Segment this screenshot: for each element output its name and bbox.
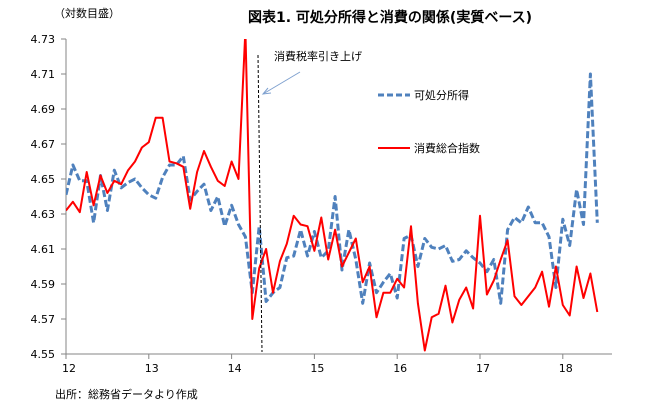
series-line-consumption [66,39,599,352]
x-tick-label: 17 [476,362,490,375]
x-tick-label: 14 [228,362,242,375]
x-tick-label: 16 [393,362,407,375]
y-tick-label: 4.63 [31,208,56,221]
y-tick-label: 4.65 [31,173,56,186]
y-axis-unit-label: （対数目盛） [54,6,120,20]
chart-title: 図表1. 可処分所得と消費の関係(実質ベース) [248,9,532,26]
tax-hike-marker-line [257,54,263,353]
y-tick-label: 4.57 [31,313,56,326]
series-line-income [66,72,599,305]
legend: 可処分所得 消費総合指数 [378,89,480,155]
legend-label-consumption: 消費総合指数 [414,141,480,155]
x-tick-label: 12 [62,362,76,375]
x-tick-label: 15 [310,362,324,375]
source-note: 出所：総務省データより作成 [55,387,198,401]
y-tick-label: 4.73 [31,33,56,46]
y-tick-label: 4.59 [31,278,56,291]
y-tick-label: 4.61 [31,243,56,256]
legend-label-income: 可処分所得 [414,89,469,102]
annotation-label: 消費税率引き上げ [274,49,362,63]
x-tick-label: 13 [145,362,159,375]
annotation-arrow [262,71,301,95]
y-tick-label: 4.55 [31,348,56,361]
y-tick-label: 4.67 [31,138,56,151]
y-tick-label: 4.69 [31,103,56,116]
arrow-head-icon [261,87,272,95]
y-tick-label: 4.71 [31,68,56,81]
x-tick-label: 18 [559,362,573,375]
